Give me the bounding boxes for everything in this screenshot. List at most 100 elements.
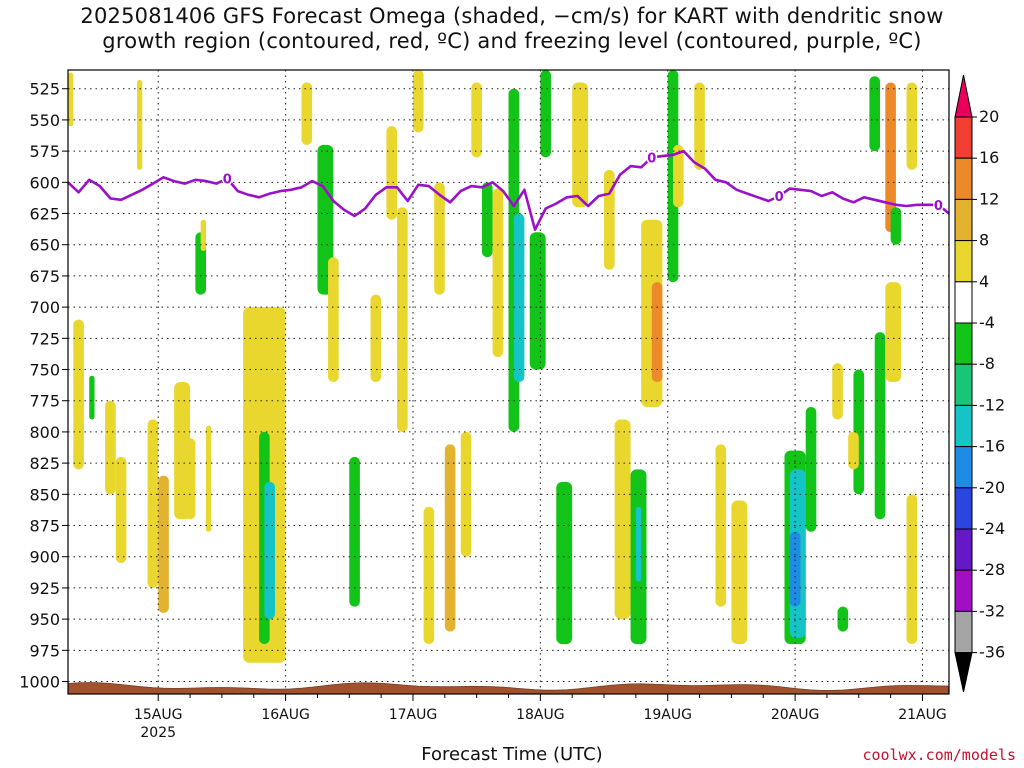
omega-region — [529, 232, 546, 370]
omega-region — [136, 79, 143, 170]
omega-region — [673, 144, 684, 208]
y-tick-label: 625 — [29, 205, 60, 224]
colorbar-bottom-arrow — [954, 652, 973, 693]
y-tick-label: 600 — [29, 173, 60, 192]
omega-region — [715, 444, 727, 607]
omega-region — [651, 282, 663, 382]
omega-region — [731, 500, 748, 645]
colorbar-segment — [954, 528, 973, 571]
omega-region — [460, 431, 472, 557]
colorbar-segment — [954, 281, 973, 324]
omega-region — [434, 182, 445, 295]
colorbar-label: -36 — [979, 643, 1005, 662]
omega-shading — [68, 70, 918, 663]
omega-region — [837, 606, 849, 632]
omega-region — [73, 319, 84, 470]
omega-region — [397, 207, 408, 432]
omega-region — [349, 456, 360, 607]
chart-title: 2025081406 GFS Forecast Omega (shaded, −… — [0, 4, 1024, 54]
colorbar-segment — [954, 116, 973, 159]
colorbar-label: 20 — [979, 107, 999, 126]
omega-region — [635, 506, 642, 582]
freezing-level-label: 0 — [223, 173, 232, 188]
colorbar-label: 16 — [979, 148, 999, 167]
y-tick-label: 525 — [29, 80, 60, 99]
omega-region — [301, 82, 313, 145]
omega-region — [540, 70, 551, 158]
freezing-level-contour: 0 0 0 0 — [67, 149, 950, 231]
omega-region — [667, 70, 679, 283]
omega-region — [848, 431, 859, 470]
omega-region — [874, 332, 886, 520]
omega-region — [115, 456, 127, 563]
omega-region — [805, 406, 817, 532]
colorbar-label: -20 — [979, 478, 1005, 497]
omega-region — [264, 481, 275, 620]
colorbar-segment — [954, 363, 973, 406]
y-tick-label: 550 — [29, 111, 60, 130]
colorbar-label: 8 — [979, 231, 989, 250]
credit-link[interactable]: coolwx.com/models — [862, 746, 1016, 764]
colorbar-label: 4 — [979, 272, 989, 291]
omega-region — [906, 494, 918, 645]
omega-region — [572, 82, 589, 208]
omega-region — [832, 363, 843, 420]
x-tick-label: 16AUG — [261, 707, 310, 723]
colorbar-segment — [954, 157, 973, 200]
colorbar-segment — [954, 322, 973, 365]
y-tick-label: 925 — [29, 579, 60, 598]
terrain-fill — [67, 682, 950, 695]
colorbar-label: -8 — [979, 354, 995, 373]
y-tick-label: 825 — [29, 454, 60, 473]
x-tick-label: 19AUG — [643, 707, 692, 723]
colorbar-segment — [954, 446, 973, 489]
omega-region — [147, 419, 159, 588]
y-tick-label: 875 — [29, 517, 60, 536]
omega-region — [869, 76, 881, 152]
terrain-shape — [67, 682, 950, 695]
colorbar: 20 16 12 8 4 -4 -8 -12 -16 -20 -24 -28 -32 -36 — [954, 74, 1005, 693]
x-year-label: 2025 — [140, 725, 176, 741]
title-line-2: growth region (contoured, red, ºC) and f… — [102, 29, 922, 53]
x-tick-label: 20AUG — [771, 707, 820, 723]
colorbar-top-arrow — [954, 74, 973, 118]
omega-region — [890, 207, 902, 245]
omega-region — [105, 400, 116, 495]
omega-region — [386, 126, 398, 220]
colorbar-segment — [954, 404, 973, 448]
x-axis-title: Forecast Time (UTC) — [421, 744, 603, 765]
colorbar-segment — [954, 569, 973, 612]
omega-region — [423, 506, 435, 645]
x-axis: 15AUG 16AUG 17AUG 18AUG 19AUG 20AUG 21AUG 2025 — [134, 694, 947, 741]
omega-region — [614, 419, 631, 620]
omega-region — [200, 219, 206, 251]
freezing-level-label: 0 — [934, 199, 943, 214]
omega-region — [184, 438, 196, 520]
colorbar-label: -32 — [979, 601, 1005, 620]
omega-region — [556, 481, 573, 645]
colorbar-segment — [954, 487, 973, 530]
omega-region — [906, 82, 918, 170]
y-tick-label: 725 — [29, 329, 60, 348]
omega-region — [481, 182, 493, 258]
colorbar-label: -16 — [979, 437, 1005, 456]
y-tick-label: 775 — [29, 392, 60, 411]
omega-region — [492, 188, 504, 358]
freezing-level-label: 0 — [647, 151, 656, 166]
y-tick-label: 700 — [29, 298, 60, 317]
colorbar-segment — [954, 610, 973, 654]
y-tick-label: 850 — [29, 485, 60, 504]
omega-region — [328, 257, 339, 382]
y-tick-label: 575 — [29, 142, 60, 161]
omega-region — [89, 375, 95, 420]
omega-region — [471, 82, 482, 158]
x-tick-label: 15AUG — [134, 707, 183, 723]
colorbar-label: -4 — [979, 313, 995, 332]
colorbar-label: -28 — [979, 560, 1005, 579]
colorbar-label: 12 — [979, 189, 999, 208]
omega-region — [885, 282, 902, 382]
omega-region — [158, 475, 169, 613]
colorbar-segment — [954, 240, 973, 283]
y-tick-label: 1000 — [19, 673, 60, 692]
